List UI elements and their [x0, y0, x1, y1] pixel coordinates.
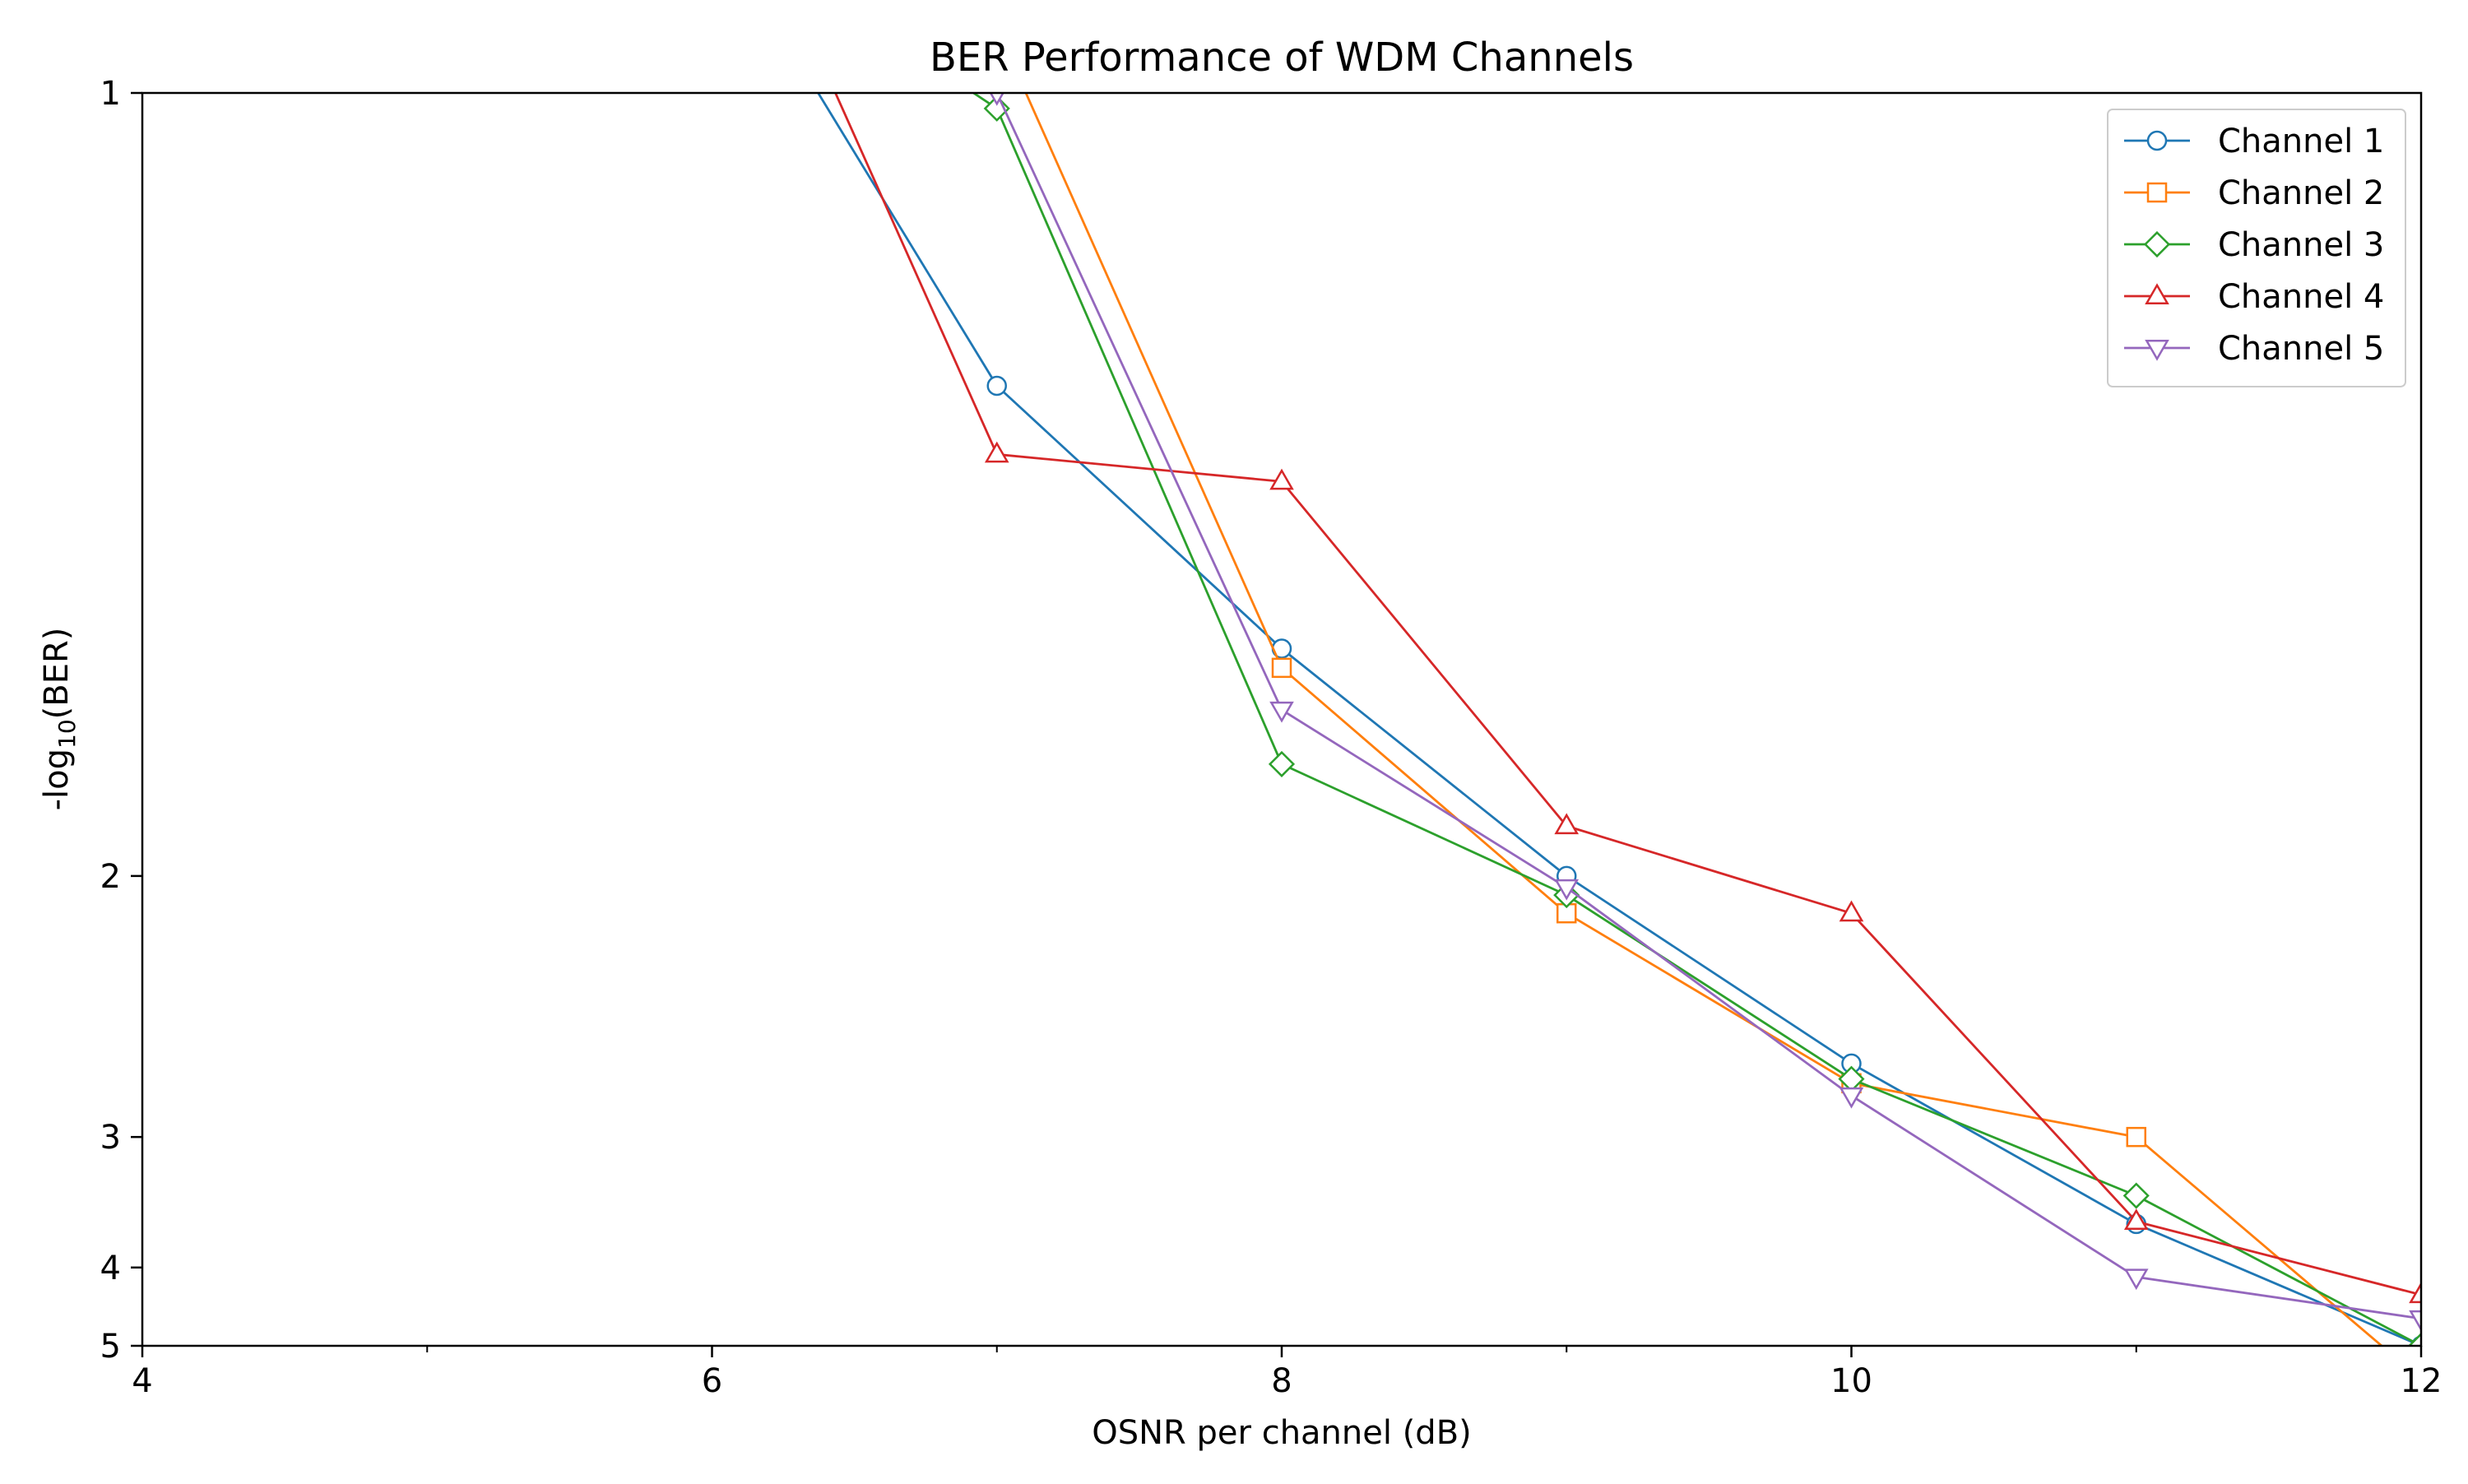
legend-label: Channel 1: [2218, 123, 2384, 160]
data-point: [1268, 750, 1296, 777]
y-axis: 1 2 3 4 5: [100, 75, 142, 1366]
legend-marker: [2146, 182, 2168, 203]
data-point: [2409, 1282, 2421, 1304]
data-point: [1269, 701, 1294, 723]
data-point: [2407, 1332, 2421, 1346]
x-axis: 4 6 8 10 12: [132, 1346, 2442, 1400]
x-tick-label: 10: [1830, 1362, 1872, 1400]
series-4: [834, 93, 2421, 1304]
data-point: [1554, 879, 1580, 901]
legend-label: Channel 3: [2218, 226, 2384, 264]
data-point: [983, 95, 1010, 122]
legend-box: [2107, 109, 2406, 387]
y-axis-title-prefix: -log: [38, 749, 76, 810]
data-point: [2123, 1208, 2149, 1231]
data-point: [1269, 468, 1294, 490]
data-point: [1271, 657, 1292, 679]
legend-item: Channel 2: [2124, 174, 2384, 212]
x-axis-title: OSNR per channel (dB): [1092, 1414, 1472, 1452]
legend-marker: [2145, 283, 2169, 305]
legend-item: Channel 4: [2124, 278, 2384, 316]
y-axis-title: -log10(BER): [38, 628, 81, 811]
series-layer: [816, 93, 2421, 1346]
data-point: [2409, 1310, 2421, 1332]
chart-title: BER Performance of WDM Channels: [930, 35, 1634, 81]
y-tick-label: 5: [100, 1328, 121, 1366]
y-tick-label: 4: [100, 1250, 121, 1287]
y-axis-title-suffix: (BER): [38, 628, 76, 720]
data-point: [2126, 1126, 2146, 1148]
legend-item: Channel 3: [2124, 226, 2384, 264]
legend-marker: [2143, 230, 2171, 258]
data-point: [1839, 1087, 1864, 1109]
x-tick-label: 12: [2401, 1362, 2442, 1400]
data-point: [986, 375, 1007, 397]
legend-item: Channel 1: [2124, 123, 2384, 160]
legend: Channel 1 Channel 2 Channel 3 Channel 4 Chan…: [2107, 109, 2406, 387]
legend-label: Channel 4: [2218, 278, 2384, 316]
y-tick-label: 3: [100, 1119, 121, 1157]
y-axis-title-subscript: 10: [53, 719, 81, 749]
x-tick-label: 8: [1271, 1362, 1292, 1400]
data-point: [1554, 813, 1580, 835]
x-tick-label: 4: [132, 1362, 152, 1400]
legend-label: Channel 2: [2218, 174, 2384, 212]
legend-marker: [2145, 339, 2169, 361]
legend-label: Channel 5: [2218, 330, 2384, 368]
data-point: [984, 441, 1009, 463]
x-tick-label: 6: [702, 1362, 722, 1400]
y-tick-label: 1: [100, 75, 121, 113]
data-point: [989, 93, 1004, 106]
data-point: [2123, 1268, 2149, 1291]
legend-marker: [2146, 130, 2168, 151]
legend-item: Channel 5: [2124, 330, 2384, 368]
data-point: [2122, 1182, 2150, 1209]
series-5: [989, 93, 2421, 1332]
data-point: [1839, 900, 1864, 922]
y-tick-label: 2: [100, 858, 121, 896]
